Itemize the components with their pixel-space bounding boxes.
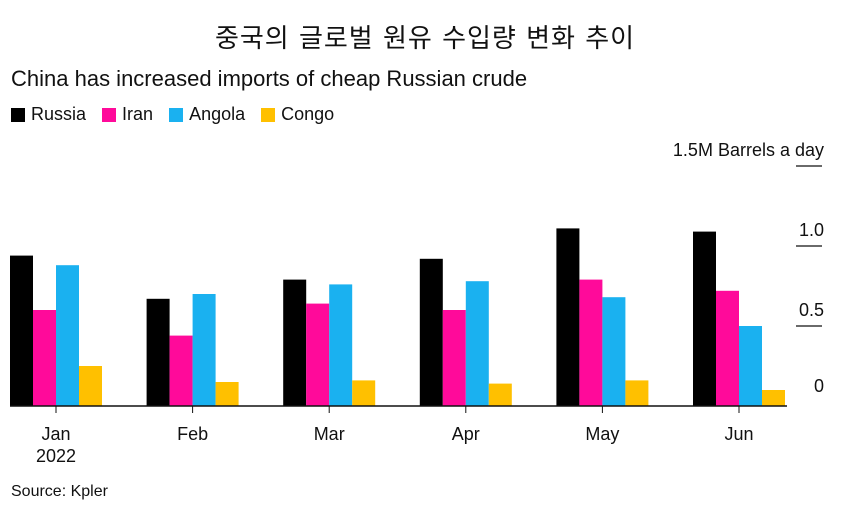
bar-iran-3 (442, 310, 466, 406)
bar-congo-3 (488, 383, 512, 406)
x-tick-label-0: Jan 2022 (36, 424, 76, 466)
legend-label-congo: Congo (281, 104, 335, 124)
legend-label-iran: Iran (122, 104, 154, 124)
legend-swatch-angola (169, 107, 184, 122)
bar-angola-1 (192, 294, 216, 406)
legend-item-iran: Iran (102, 104, 153, 125)
bar-russia-1 (146, 298, 170, 406)
bar-iran-4 (579, 279, 603, 406)
bar-russia-4 (556, 228, 580, 406)
x-tick-label-4: May (585, 424, 619, 444)
bar-angola-3 (465, 281, 489, 406)
legend-item-angola: Angola (169, 104, 245, 125)
bar-angola-4 (602, 297, 626, 406)
chart-title: 중국의 글로벌 원유 수입량 변화 추이 (214, 24, 636, 54)
bar-iran-5 (716, 290, 739, 406)
bar-congo-1 (215, 382, 239, 406)
legend-item-russia: Russia (11, 104, 86, 125)
bar-iran-2 (306, 303, 330, 406)
source-note: Source: Kpler (11, 483, 108, 500)
bar-congo-2 (352, 380, 376, 406)
x-tick-label-1: Feb (177, 424, 208, 444)
legend: Russia Iran Angola Congo (11, 104, 334, 125)
y-tick-label-1: 0.5 (799, 300, 824, 320)
bar-congo-0 (79, 366, 102, 406)
bar-russia-3 (419, 258, 443, 406)
bar-angola-0 (56, 265, 79, 406)
bar-iran-0 (33, 310, 56, 406)
x-tick-label-3: Apr (452, 424, 480, 444)
chart-subtitle: China has increased imports of cheap Rus… (11, 66, 528, 91)
legend-item-congo: Congo (261, 104, 334, 125)
x-tick-label-5: Jun (724, 424, 753, 444)
y-tick-label-2: 1.0 (799, 220, 824, 240)
bar-angola-2 (329, 284, 353, 406)
bar-russia-5 (693, 231, 716, 406)
legend-swatch-iran (102, 107, 117, 122)
y-axis-unit-label: 1.5M Barrels a day (673, 140, 824, 160)
x-tick-label-2: Mar (314, 424, 345, 444)
bar-russia-2 (283, 279, 307, 406)
legend-label-russia: Russia (31, 104, 87, 124)
bar-iran-1 (169, 335, 193, 406)
bar-russia-0 (10, 255, 33, 406)
legend-swatch-russia (11, 107, 25, 122)
y-tick-label-0: 0 (814, 376, 824, 396)
bar-congo-4 (625, 380, 649, 406)
legend-swatch-congo (261, 107, 276, 122)
legend-label-angola: Angola (189, 104, 246, 124)
bar-angola-5 (739, 326, 762, 406)
bar-congo-5 (762, 390, 785, 406)
